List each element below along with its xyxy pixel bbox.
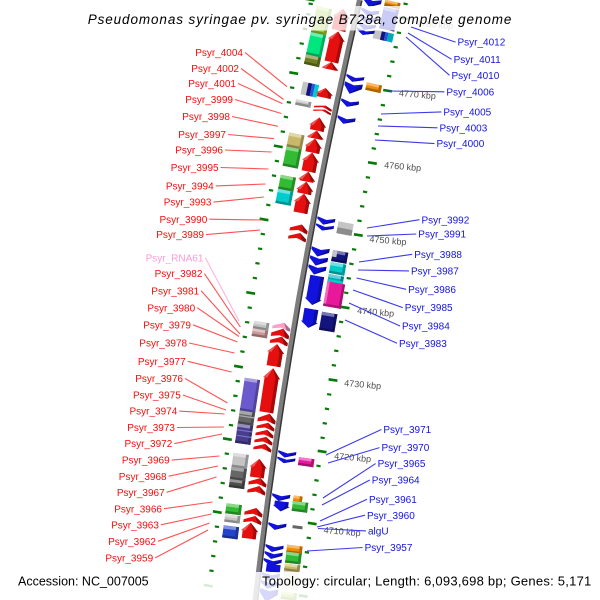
- svg-text:Psyr_3965: Psyr_3965: [378, 459, 426, 470]
- svg-text:4710 kbp: 4710 kbp: [323, 525, 361, 538]
- svg-text:Psyr_4012: Psyr_4012: [458, 38, 506, 49]
- svg-text:Psyr_4010: Psyr_4010: [452, 71, 500, 82]
- svg-text:Psyr_3960: Psyr_3960: [367, 511, 415, 522]
- svg-text:Psyr_3980: Psyr_3980: [147, 303, 195, 314]
- svg-text:Psyr_3967: Psyr_3967: [117, 488, 165, 499]
- svg-text:4750 kbp: 4750 kbp: [369, 234, 407, 247]
- svg-text:Psyr_3968: Psyr_3968: [119, 472, 167, 483]
- svg-text:Psyr_3998: Psyr_3998: [182, 112, 230, 123]
- svg-text:Psyr_4005: Psyr_4005: [443, 108, 491, 119]
- svg-text:Psyr_3992: Psyr_3992: [422, 215, 470, 226]
- svg-text:Psyr_3964: Psyr_3964: [372, 476, 420, 487]
- svg-text:Psyr_4011: Psyr_4011: [454, 55, 502, 66]
- svg-text:4720 kbp: 4720 kbp: [334, 451, 372, 464]
- svg-text:Psyr_3987: Psyr_3987: [411, 267, 459, 278]
- svg-text:Psyr_3961: Psyr_3961: [369, 495, 417, 506]
- svg-text:Psyr_3971: Psyr_3971: [383, 425, 431, 436]
- svg-text:Psyr_3966: Psyr_3966: [114, 504, 162, 515]
- svg-text:4730 kbp: 4730 kbp: [344, 378, 382, 391]
- svg-text:Psyr_3976: Psyr_3976: [135, 374, 183, 385]
- svg-text:Psyr_3975: Psyr_3975: [133, 391, 181, 402]
- svg-text:Psyr_3985: Psyr_3985: [405, 303, 453, 314]
- svg-text:Psyr_3988: Psyr_3988: [414, 250, 462, 261]
- svg-text:Accession: NC_007005: Accession: NC_007005: [18, 575, 149, 589]
- svg-text:Topology: circular; Length: 6,: Topology: circular; Length: 6,093,698 bp…: [262, 574, 592, 589]
- svg-text:algU: algU: [368, 527, 389, 538]
- svg-text:4760 kbp: 4760 kbp: [384, 160, 422, 173]
- svg-text:Psyr_3991: Psyr_3991: [418, 230, 466, 241]
- svg-text:Psyr_3993: Psyr_3993: [164, 198, 212, 209]
- svg-text:4740 kbp: 4740 kbp: [357, 306, 395, 319]
- svg-text:Psyr_3972: Psyr_3972: [124, 439, 172, 450]
- svg-text:Psyr_RNA61: Psyr_RNA61: [146, 254, 204, 265]
- svg-text:Psyr_3970: Psyr_3970: [382, 443, 430, 454]
- svg-text:Psyr_3994: Psyr_3994: [166, 182, 214, 193]
- svg-text:Psyr_3974: Psyr_3974: [129, 407, 177, 418]
- svg-text:Psyr_3995: Psyr_3995: [171, 163, 219, 174]
- svg-text:Psyr_3981: Psyr_3981: [151, 286, 199, 297]
- svg-text:Pseudomonas syringae pv. syrin: Pseudomonas syringae pv. syringae B728a,…: [88, 12, 513, 27]
- svg-text:Psyr_4004: Psyr_4004: [195, 48, 243, 59]
- svg-text:Psyr_3986: Psyr_3986: [408, 285, 456, 296]
- svg-text:Psyr_3983: Psyr_3983: [399, 339, 447, 350]
- svg-text:Psyr_3959: Psyr_3959: [105, 554, 153, 565]
- svg-text:Psyr_3977: Psyr_3977: [138, 357, 186, 368]
- svg-text:Psyr_3990: Psyr_3990: [159, 215, 207, 226]
- svg-text:Psyr_4001: Psyr_4001: [188, 79, 236, 90]
- svg-text:Psyr_3962: Psyr_3962: [108, 537, 156, 548]
- svg-text:Psyr_3979: Psyr_3979: [143, 320, 191, 331]
- svg-text:Psyr_4002: Psyr_4002: [191, 64, 239, 75]
- svg-text:Psyr_3999: Psyr_3999: [185, 95, 233, 106]
- svg-text:Psyr_4003: Psyr_4003: [440, 123, 488, 134]
- svg-text:Psyr_4000: Psyr_4000: [437, 139, 485, 150]
- svg-text:Psyr_3982: Psyr_3982: [155, 269, 203, 280]
- svg-text:Psyr_3973: Psyr_3973: [127, 423, 175, 434]
- svg-text:Psyr_3957: Psyr_3957: [365, 543, 413, 554]
- svg-text:Psyr_3989: Psyr_3989: [156, 230, 204, 241]
- svg-text:Psyr_3997: Psyr_3997: [178, 130, 226, 141]
- svg-text:Psyr_3969: Psyr_3969: [122, 456, 170, 467]
- svg-text:Psyr_3978: Psyr_3978: [139, 339, 187, 350]
- svg-text:Psyr_3984: Psyr_3984: [402, 322, 450, 333]
- svg-text:Psyr_3996: Psyr_3996: [175, 146, 223, 157]
- svg-text:Psyr_3963: Psyr_3963: [111, 520, 159, 531]
- svg-text:Psyr_4006: Psyr_4006: [446, 87, 494, 98]
